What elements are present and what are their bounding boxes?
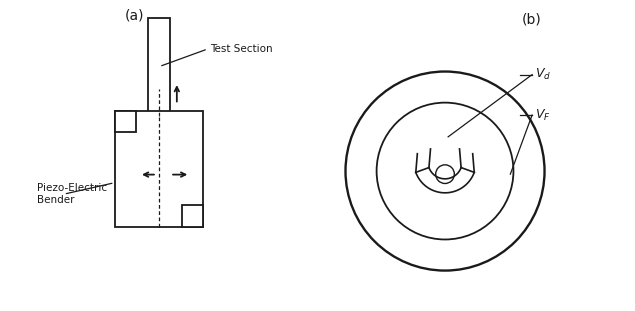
Text: (a): (a)	[125, 9, 144, 23]
FancyBboxPatch shape	[182, 206, 203, 227]
Text: Piezo-Electric
Bender: Piezo-Electric Bender	[37, 183, 107, 205]
Text: Test Section: Test Section	[210, 44, 273, 54]
FancyBboxPatch shape	[115, 111, 203, 227]
FancyBboxPatch shape	[148, 18, 170, 122]
Text: $V_d$: $V_d$	[535, 67, 551, 82]
FancyBboxPatch shape	[115, 111, 136, 132]
Text: (b): (b)	[522, 12, 542, 26]
Text: $V_F$: $V_F$	[535, 108, 551, 123]
